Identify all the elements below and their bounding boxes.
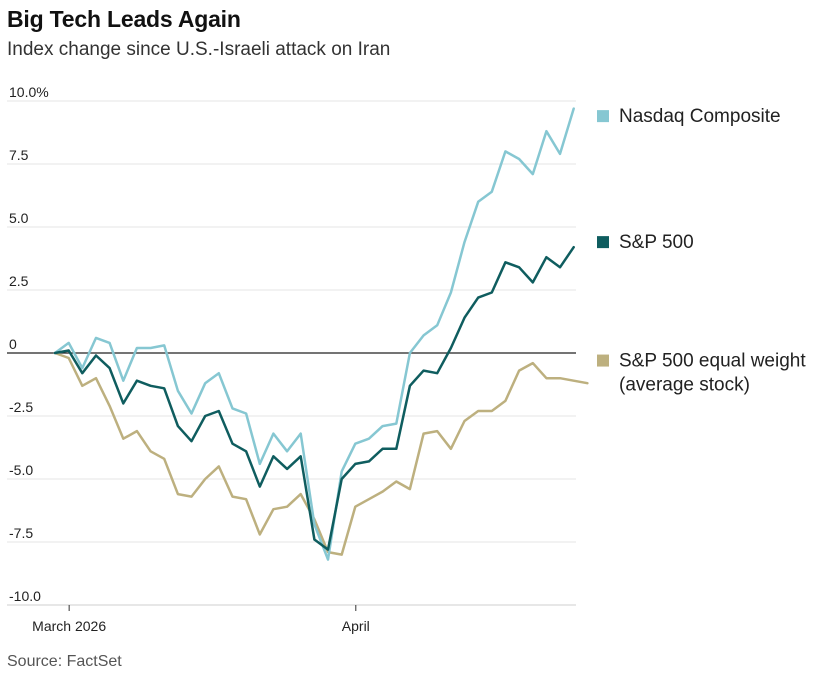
y-tick-label: 10.0% (9, 84, 49, 100)
y-tick-label: -10.0 (9, 588, 41, 604)
legend-swatch-sp500-equal-weight (597, 354, 609, 367)
y-tick-label: -2.5 (9, 399, 33, 415)
x-tick-label: March 2026 (32, 618, 106, 634)
x-tick-label: April (342, 618, 370, 634)
legend-swatch-nasdaq-composite (597, 110, 609, 123)
y-tick-label: 7.5 (9, 147, 29, 163)
series-line-nasdaq-composite (53, 107, 575, 561)
legend-label-sp500-equal-weight: S&P 500 equal weight (average stock) (619, 351, 806, 396)
series-line-sp500 (53, 245, 575, 551)
chart-title: Big Tech Leads Again (7, 6, 241, 32)
source-note: Source: FactSet (7, 653, 122, 670)
legend-swatch-sp500 (597, 236, 609, 249)
y-tick-label: 5.0 (9, 210, 29, 226)
legend-label-nasdaq-composite: Nasdaq Composite (619, 106, 781, 127)
series-line-sp500-equal-weight (53, 351, 589, 556)
y-tick-label: 0 (9, 336, 17, 352)
y-tick-label: 2.5 (9, 273, 29, 289)
y-tick-label: -7.5 (9, 525, 33, 541)
chart-subtitle: Index change since U.S.-Israeli attack o… (7, 39, 391, 60)
legend-label-sp500: S&P 500 (619, 232, 694, 253)
y-tick-label: -5.0 (9, 462, 33, 478)
